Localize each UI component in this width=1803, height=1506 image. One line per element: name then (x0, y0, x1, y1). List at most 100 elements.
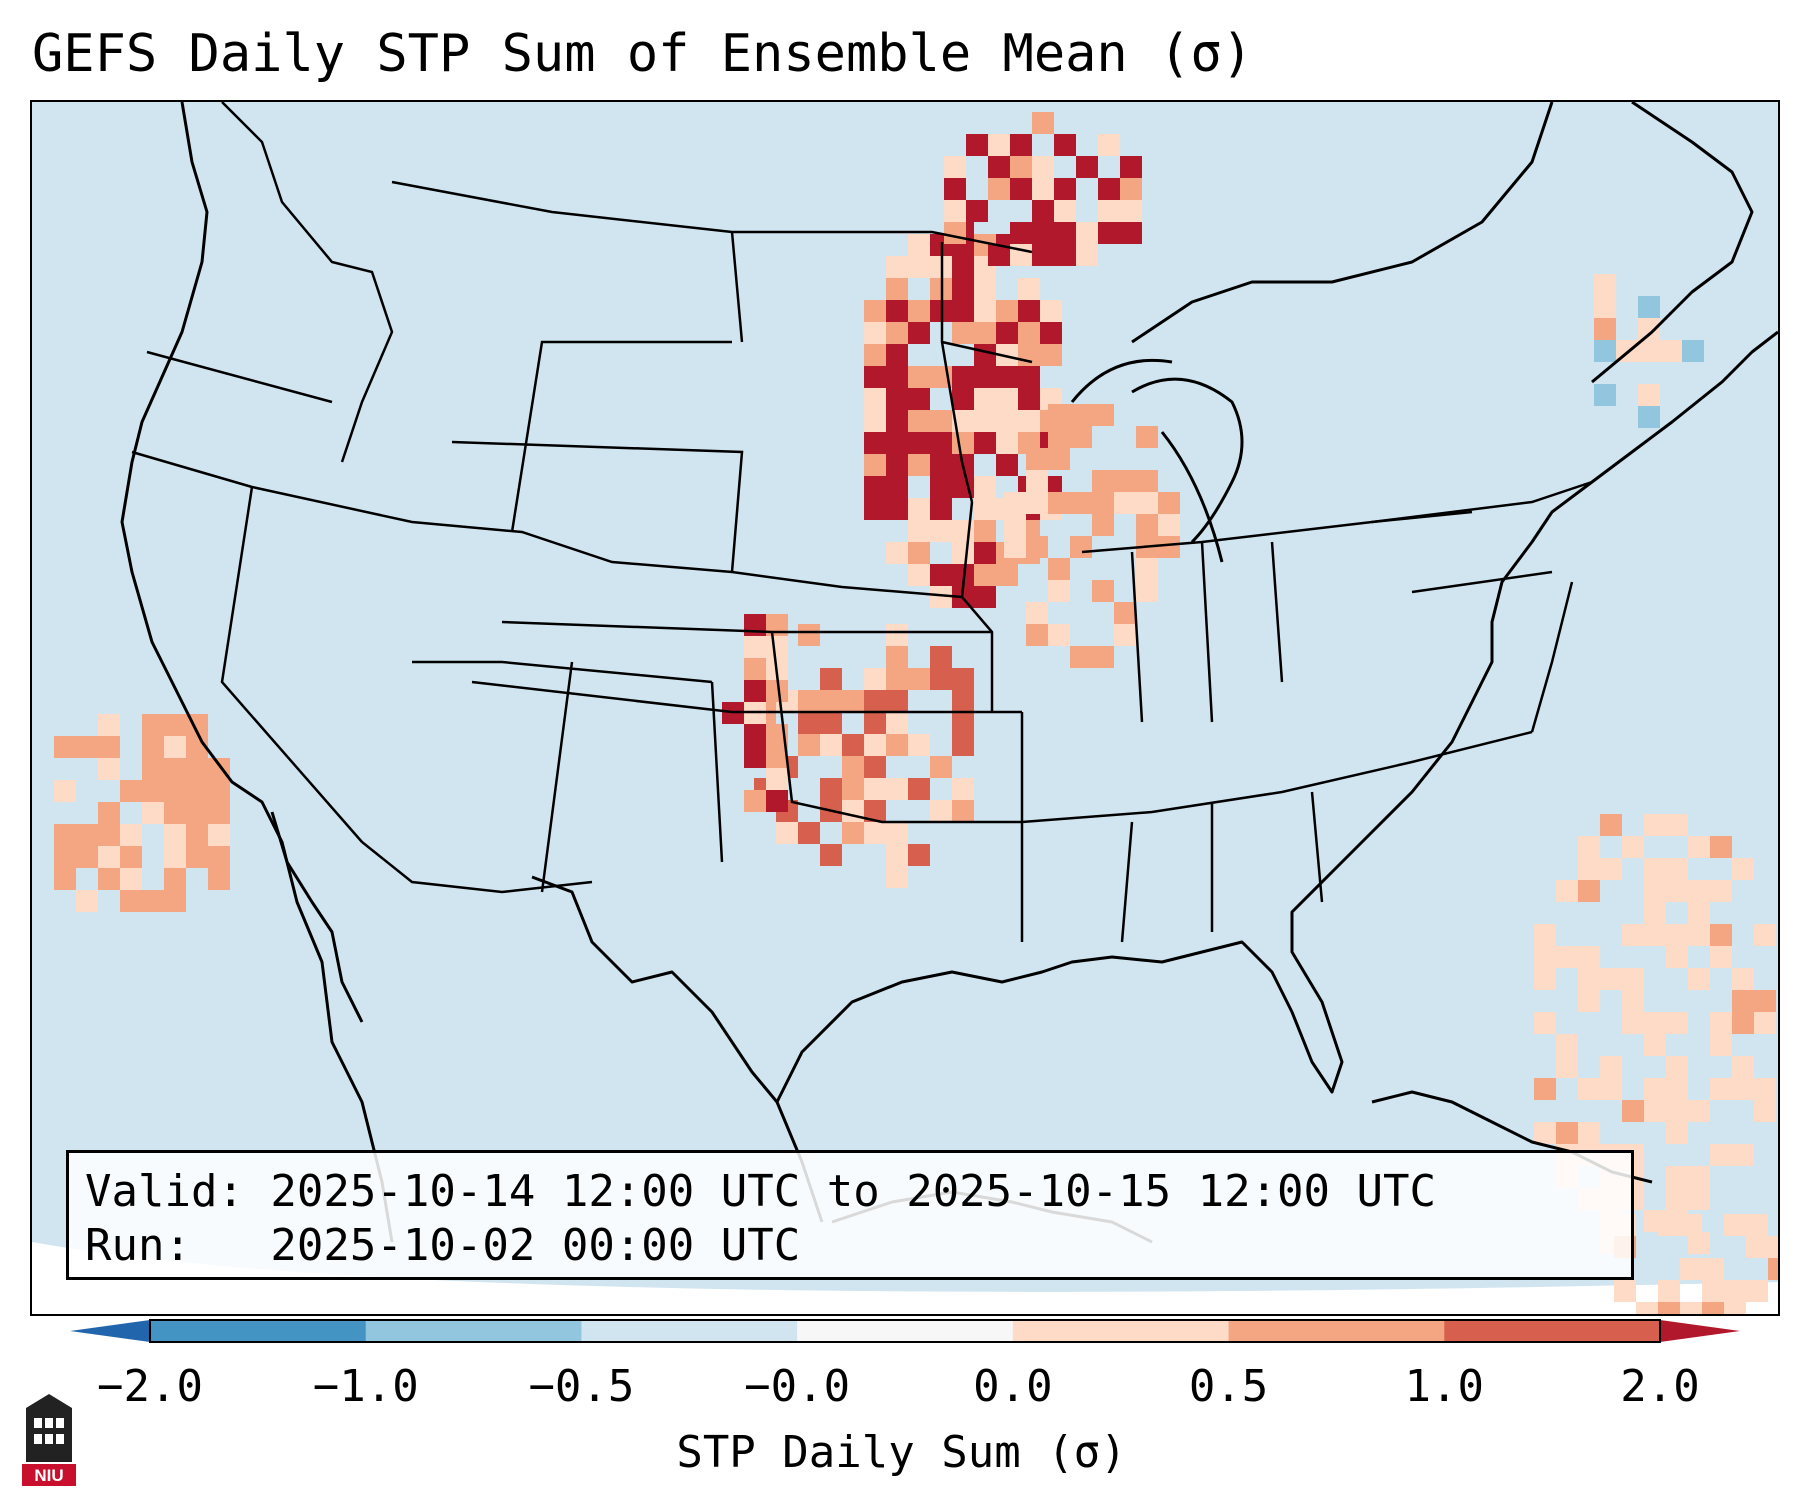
anomaly-cell (1660, 340, 1682, 362)
anomaly-cell (98, 802, 120, 824)
anomaly-cell (1688, 924, 1710, 946)
anomaly-cell (886, 498, 908, 520)
anomaly-cell (98, 714, 120, 736)
anomaly-cell (164, 846, 186, 868)
anomaly-cell (1076, 222, 1098, 244)
anomaly-cell (120, 780, 142, 802)
anomaly-cell (164, 890, 186, 912)
anomaly-cell (1732, 990, 1754, 1012)
anomaly-cell (1710, 946, 1732, 968)
anomaly-cell (766, 680, 788, 702)
colorbar-bin (1444, 1320, 1661, 1342)
colorbar-bins (150, 1320, 1661, 1342)
anomaly-cell (1622, 1012, 1644, 1034)
anomaly-cell (864, 432, 886, 454)
anomaly-cell (952, 278, 974, 300)
anomaly-cell (952, 564, 974, 586)
anomaly-cell (1556, 1034, 1578, 1056)
anomaly-cell (886, 278, 908, 300)
anomaly-cell (98, 824, 120, 846)
colorbar-bin (1228, 1320, 1445, 1342)
anomaly-cell (1534, 946, 1556, 968)
anomaly-cell (996, 564, 1018, 586)
colorbar-tick-label: 0.0 (973, 1361, 1053, 1412)
anomaly-cell (142, 758, 164, 780)
anomaly-cell (908, 498, 930, 520)
anomaly-cell (1032, 200, 1054, 222)
anomaly-cell (766, 746, 788, 768)
anomaly-cell (1732, 1144, 1754, 1166)
anomaly-cell (1054, 244, 1076, 266)
anomaly-cell (186, 758, 208, 780)
anomaly-cell (1136, 492, 1158, 514)
anomaly-cell (1026, 492, 1048, 514)
anomaly-cell (1076, 244, 1098, 266)
colorbar-tick-label: 2.0 (1620, 1361, 1700, 1412)
anomaly-cell (1018, 322, 1040, 344)
anomaly-cell (1644, 924, 1666, 946)
anomaly-cell (1092, 514, 1114, 536)
anomaly-cell (886, 388, 908, 410)
anomaly-cell (1754, 1012, 1776, 1034)
anomaly-cell (930, 520, 952, 542)
anomaly-cell (1680, 1214, 1702, 1236)
anomaly-cell (1666, 1122, 1688, 1144)
anomaly-cell (1032, 244, 1054, 266)
anomaly-cell (930, 756, 952, 778)
anomaly-cell (1040, 344, 1062, 366)
anomaly-cell (842, 822, 864, 844)
colorbar-tick-label: −1.0 (312, 1361, 419, 1412)
anomaly-cell (930, 432, 952, 454)
anomaly-cell (864, 690, 886, 712)
anomaly-cell (1158, 536, 1180, 558)
anomaly-cell (952, 778, 974, 800)
anomaly-cell (908, 564, 930, 586)
anomaly-cell (864, 800, 886, 822)
anomaly-cell (98, 868, 120, 890)
logo-text: NIU (34, 1466, 63, 1485)
anomaly-cell (996, 410, 1018, 432)
anomaly-cell (744, 746, 766, 768)
anomaly-cell (1724, 1214, 1746, 1236)
anomaly-cell (842, 734, 864, 756)
anomaly-cell (996, 344, 1018, 366)
anomaly-cell (864, 366, 886, 388)
anomaly-cell (1136, 514, 1158, 536)
anomaly-cell (1070, 492, 1092, 514)
anomaly-cell (974, 322, 996, 344)
anomaly-cell (208, 802, 230, 824)
anomaly-cell (1018, 344, 1040, 366)
anomaly-cell (886, 300, 908, 322)
anomaly-cell (886, 542, 908, 564)
anomaly-cell (1710, 924, 1732, 946)
anomaly-cell (1600, 1056, 1622, 1078)
anomaly-cell (208, 780, 230, 802)
anomaly-cell (908, 388, 930, 410)
logo-band (22, 1464, 76, 1486)
anomaly-cell (1054, 222, 1076, 244)
anomaly-cell (1534, 1012, 1556, 1034)
anomaly-cell (1622, 1100, 1644, 1122)
anomaly-cell (886, 366, 908, 388)
anomaly-cell (820, 668, 842, 690)
anomaly-cell (952, 300, 974, 322)
anomaly-cell (952, 388, 974, 410)
anomaly-cell (1754, 924, 1776, 946)
anomaly-cell (908, 256, 930, 278)
anomaly-cell (798, 712, 820, 734)
anomaly-cell (1092, 404, 1114, 426)
anomaly-cell (974, 366, 996, 388)
anomaly-cell (744, 636, 766, 658)
border-row-2 (131, 350, 963, 599)
anomaly-cell (54, 780, 76, 802)
anomaly-cell (930, 586, 952, 608)
anomaly-cell (996, 300, 1018, 322)
anomaly-cell (988, 178, 1010, 200)
colorbar-outline (149, 1319, 1661, 1343)
ohio-valley (1081, 510, 1473, 723)
anomaly-cell (1658, 1302, 1680, 1314)
anomaly-cell (886, 322, 908, 344)
mexico-border-gulf (531, 875, 824, 1223)
anomaly-cell (1666, 1056, 1688, 1078)
anomaly-cell (974, 278, 996, 300)
